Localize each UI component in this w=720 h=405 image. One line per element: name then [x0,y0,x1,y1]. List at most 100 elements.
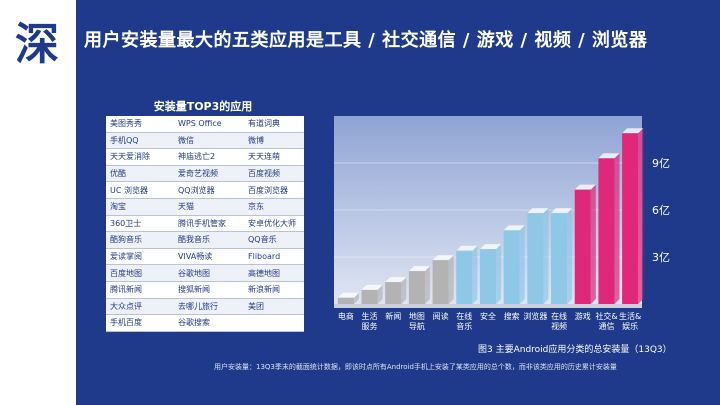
table-cell: WPS Office [174,116,244,133]
x-tick-label-line: 视频 [551,321,567,330]
bar-side [614,153,620,304]
table-cell: 腾讯新闻 [106,281,174,299]
table-cell: 百度地图 [106,264,174,282]
table-cell: 百度视频 [244,165,304,183]
y-tick-label: 6亿 [652,204,670,217]
table-title: 安装量TOP3的应用 [153,100,253,113]
table-row: 手机QQ 微信 微博 [106,132,304,150]
x-tick-label-line: 通信 [598,321,614,330]
bar-top [361,284,383,290]
table-cell: 酷狗音乐 [106,231,174,249]
table-row: 爱读掌阅 VIVA畅读 Fliboard [106,248,304,266]
bar-side [543,208,549,304]
table-cell: 手机百度 [106,314,174,332]
table-row: 大众点评 去哪儿旅行 美团 [106,298,304,316]
bar-side [567,208,573,304]
table-cell: 淘宝 [106,198,174,216]
bar-side [401,277,407,304]
table-cell: Fliboard [244,248,304,266]
bar-side [496,244,502,304]
table-cell: 去哪儿旅行 [174,298,244,316]
bar [527,213,544,304]
table-row: 优酷 爱奇艺视频 百度视频 [106,165,304,183]
bar-side [590,184,596,304]
x-tick-label-line: 娱乐 [622,321,638,330]
x-tick-label-line: 生活& [619,311,641,321]
table-row: 美图秀秀 WPS Office 有道词典 [106,116,304,133]
plot-floor [334,304,642,308]
x-tick-label-line: 浏览器 [523,311,547,321]
bar-top [479,244,502,250]
table-cell: 神庙逃亡2 [174,148,244,166]
table-cell: 酷我音乐 [174,231,244,249]
left-sidebar: 深 [0,0,76,405]
bar [456,250,473,304]
table-cell: QQ音乐 [244,231,304,249]
x-tick-label-line: 搜索 [504,311,520,321]
bar [551,213,568,304]
x-tick-label-line: 阅读 [433,311,449,321]
table-cell: 美团 [244,298,304,316]
table-cell: 搜狐新闻 [174,281,244,299]
table-cell: 优酷 [106,165,174,183]
table-cell: 谷歌搜索 [174,314,244,332]
table-cell [244,314,304,332]
bar [574,189,591,304]
table-cell: UC 浏览器 [106,181,174,199]
x-tick-label: 电商 [338,311,354,321]
bar-top [551,208,573,214]
table-cell: 手机QQ [106,132,174,150]
table-cell: 爱奇艺视频 [174,165,244,183]
bar-top [408,266,430,272]
table-cell: 天天连萌 [244,148,304,166]
table-cell: 微信 [174,132,244,150]
bar-side [448,255,454,304]
x-tick-label: 浏览器 [523,311,547,321]
x-tick-label: 搜索 [504,311,520,321]
x-tick-label-line: 音乐 [456,321,472,330]
table-cell: 百度浏览器 [244,181,304,199]
logo-mark: 深 [15,19,59,70]
bar-side [353,292,359,304]
top3-apps-table: 美图秀秀 WPS Office 有道词典 手机QQ 微信 微博 天天爱消除 神庙逃亡2 天天连萌… [106,116,304,332]
table-cell: 美图秀秀 [106,116,174,133]
bar [361,289,378,304]
bar-top [503,225,525,231]
bar-top [598,153,620,159]
table-cell: 大众点评 [106,298,174,316]
x-tick-label: 安全 [480,311,496,321]
table-cell: 微博 [244,132,304,150]
bar-side [377,284,383,304]
x-tick-label-line: 新闻 [385,311,401,321]
bar [385,282,402,304]
table-row: 腾讯新闻 搜狐新闻 新浪新闻 [106,281,304,299]
bar [598,158,615,304]
x-tick-label-line: 地图 [409,311,425,321]
bar-side [472,245,478,304]
chart-caption: 图3 主要Android应用分类的总安装量（13Q3） [478,345,672,355]
table-cell: 天天爱消除 [106,148,174,166]
bar [622,133,639,304]
page-title: 用户安装量最大的五类应用是工具 / 社交通信 / 游戏 / 视频 / 浏览器 [84,30,648,51]
x-tick-label-line: 在线 [456,311,472,321]
x-tick-label-line: 生活 [362,311,378,321]
table-row: 天天爱消除 神庙逃亡2 天天连萌 [106,148,304,166]
table-row: 酷狗音乐 酷我音乐 QQ音乐 [106,231,304,249]
table-cell: 京东 [244,198,304,216]
x-tick-label: 新闻 [385,311,401,321]
table-cell: 安卓优化大师 [244,215,304,233]
x-tick-label-line: 服务 [362,321,378,330]
y-tick-label: 9亿 [652,157,670,170]
table-cell: VIVA畅读 [174,248,244,266]
bar-top [337,292,359,298]
y-tick-label: 3亿 [652,251,670,264]
x-tick-label: 阅读 [433,311,449,321]
chart-footnote: 用户安装量：13Q3季末的截面统计数据，即该时点所有Android手机上安装了某… [214,363,617,371]
bar [432,260,449,304]
bar [503,230,520,304]
table-cell: 谷歌地图 [174,264,244,282]
x-tick-label: 生活服务 [362,311,378,330]
bar-side [519,225,525,304]
x-tick-label: 地图导航 [409,311,425,330]
x-tick-label: 社交&通信 [595,311,617,330]
